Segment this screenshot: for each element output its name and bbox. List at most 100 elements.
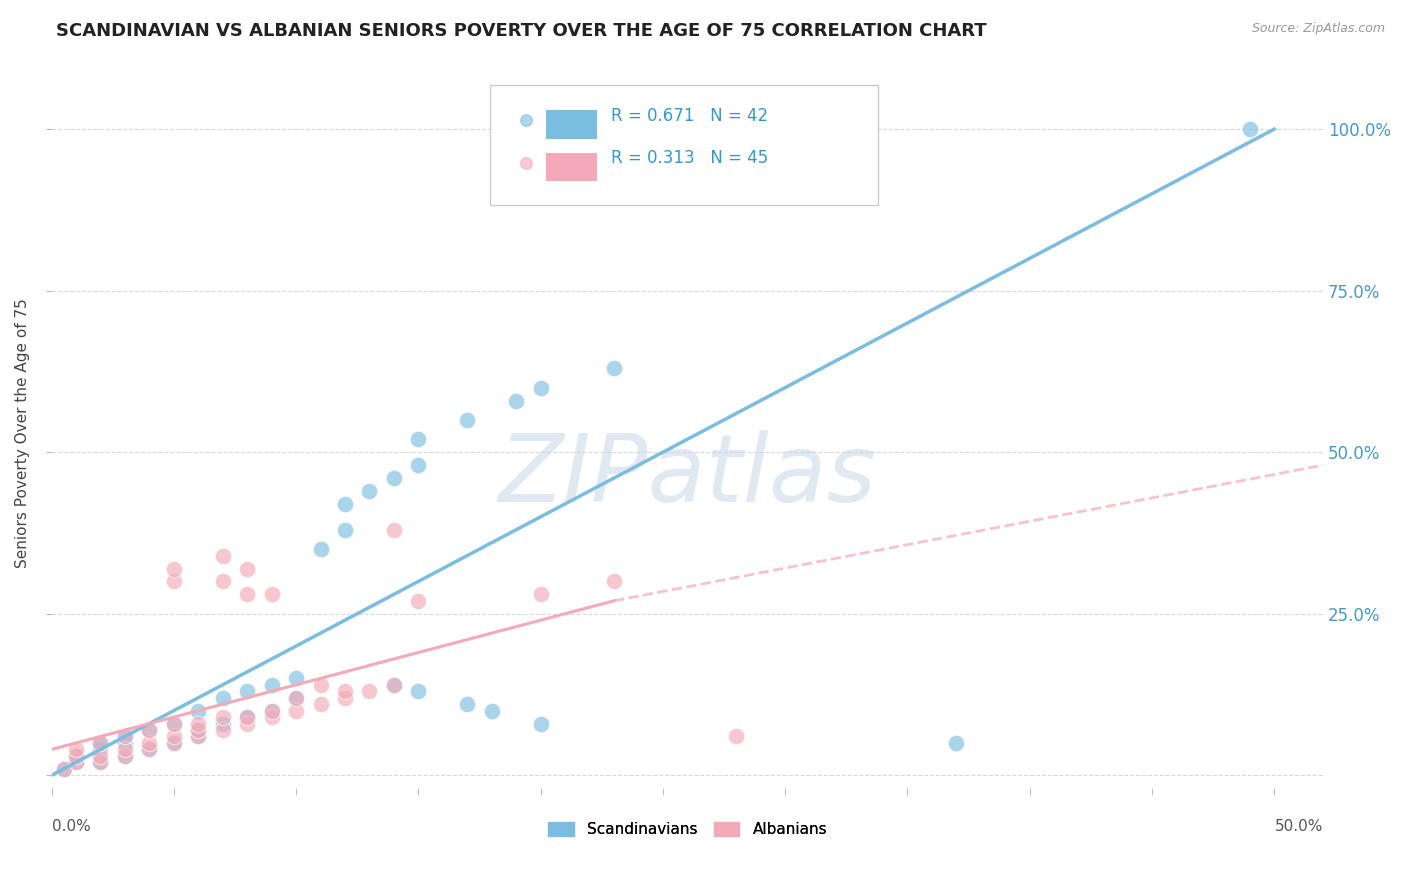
Point	[285, 690, 308, 705]
Point	[945, 736, 967, 750]
Y-axis label: Seniors Poverty Over the Age of 75: Seniors Poverty Over the Age of 75	[15, 298, 30, 567]
Point	[187, 723, 209, 737]
Point	[382, 678, 405, 692]
Point	[187, 723, 209, 737]
Point	[309, 678, 332, 692]
Point	[530, 381, 553, 395]
Point	[408, 458, 430, 472]
Point	[211, 710, 233, 724]
Point	[65, 742, 87, 756]
Point	[89, 736, 111, 750]
Point	[285, 671, 308, 685]
Point	[309, 697, 332, 711]
Point	[260, 587, 283, 601]
Text: 0.0%: 0.0%	[52, 819, 90, 834]
Point	[359, 483, 381, 498]
Point	[65, 756, 87, 770]
Text: R = 0.671   N = 42: R = 0.671 N = 42	[612, 107, 768, 125]
Point	[285, 704, 308, 718]
Point	[114, 730, 136, 744]
Point	[65, 748, 87, 763]
Point	[236, 710, 259, 724]
FancyBboxPatch shape	[546, 110, 598, 138]
Point	[236, 716, 259, 731]
Point	[952, 200, 974, 214]
Point	[163, 716, 186, 731]
Point	[163, 574, 186, 589]
Point	[505, 393, 527, 408]
Point	[408, 684, 430, 698]
Point	[236, 710, 259, 724]
FancyBboxPatch shape	[546, 153, 598, 181]
Point	[114, 748, 136, 763]
Text: R = 0.313   N = 45: R = 0.313 N = 45	[612, 150, 768, 168]
Legend: Scandinavians, Albanians: Scandinavians, Albanians	[540, 814, 835, 845]
Point	[187, 704, 209, 718]
Point	[359, 684, 381, 698]
Point	[187, 730, 209, 744]
Point	[163, 736, 186, 750]
Point	[236, 561, 259, 575]
Point	[114, 742, 136, 756]
Point	[603, 574, 626, 589]
Point	[952, 161, 974, 175]
Text: ZIPatlas: ZIPatlas	[498, 430, 876, 521]
Point	[138, 723, 160, 737]
Point	[530, 587, 553, 601]
FancyBboxPatch shape	[491, 85, 879, 205]
Point	[163, 716, 186, 731]
Point	[285, 690, 308, 705]
Point	[65, 756, 87, 770]
Point	[333, 497, 356, 511]
Point	[89, 748, 111, 763]
Point	[211, 723, 233, 737]
Point	[382, 678, 405, 692]
Point	[236, 587, 259, 601]
Point	[187, 716, 209, 731]
Point	[52, 762, 75, 776]
Point	[260, 704, 283, 718]
Point	[236, 684, 259, 698]
Point	[260, 710, 283, 724]
Text: SCANDINAVIAN VS ALBANIAN SENIORS POVERTY OVER THE AGE OF 75 CORRELATION CHART: SCANDINAVIAN VS ALBANIAN SENIORS POVERTY…	[56, 22, 987, 40]
Point	[333, 684, 356, 698]
Point	[211, 690, 233, 705]
Point	[65, 748, 87, 763]
Text: 50.0%: 50.0%	[1275, 819, 1323, 834]
Point	[211, 574, 233, 589]
Point	[456, 697, 478, 711]
Point	[163, 736, 186, 750]
Point	[114, 748, 136, 763]
Point	[211, 549, 233, 563]
Point	[456, 413, 478, 427]
Point	[530, 716, 553, 731]
Point	[187, 730, 209, 744]
Point	[260, 704, 283, 718]
Point	[114, 736, 136, 750]
Point	[89, 742, 111, 756]
Point	[1239, 122, 1261, 136]
Point	[725, 730, 748, 744]
Point	[333, 523, 356, 537]
Point	[138, 742, 160, 756]
Point	[408, 432, 430, 446]
Point	[163, 561, 186, 575]
Point	[260, 678, 283, 692]
Point	[603, 361, 626, 376]
Point	[408, 594, 430, 608]
Point	[382, 471, 405, 485]
Text: Source: ZipAtlas.com: Source: ZipAtlas.com	[1251, 22, 1385, 36]
Point	[382, 523, 405, 537]
Point	[89, 756, 111, 770]
Point	[89, 736, 111, 750]
Point	[138, 736, 160, 750]
Point	[89, 756, 111, 770]
Point	[114, 730, 136, 744]
Point	[138, 742, 160, 756]
Point	[481, 704, 503, 718]
Point	[333, 690, 356, 705]
Point	[309, 542, 332, 557]
Point	[52, 762, 75, 776]
Point	[211, 716, 233, 731]
Point	[163, 730, 186, 744]
